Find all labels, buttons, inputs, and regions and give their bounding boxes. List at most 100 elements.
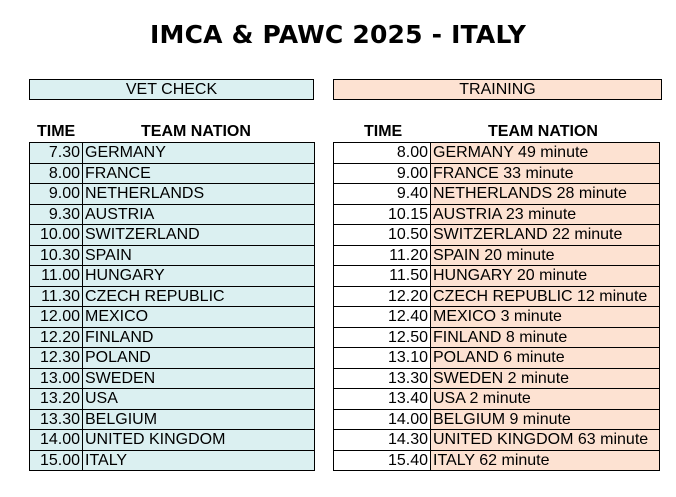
table-row: 10.50 SWITZERLAND 22 minute (333, 224, 660, 246)
team-nation-cell: FINLAND 8 minute (430, 326, 660, 348)
time-cell: 13.30 (333, 367, 431, 389)
table-row: 8.00 FRANCE (29, 162, 315, 184)
training-team-column-header: TEAM NATION (488, 123, 598, 140)
table-row: 14.00 BELGIUM 9 minute (333, 408, 660, 430)
team-nation-cell: MEXICO (82, 306, 315, 328)
time-cell: 8.00 (333, 142, 431, 164)
table-row: 8.00 GERMANY 49 minute (333, 142, 660, 164)
table-row: 9.40 NETHERLANDS 28 minute (333, 183, 660, 205)
time-cell: 14.00 (29, 429, 83, 451)
table-row: 14.30 UNITED KINGDOM 63 minute (333, 429, 660, 451)
training-header: TRAINING (333, 79, 662, 100)
time-cell: 12.50 (333, 326, 431, 348)
table-row: 9.30 AUSTRIA (29, 203, 315, 225)
table-row: 15.40 ITALY 62 minute (333, 449, 660, 471)
time-cell: 7.30 (29, 142, 83, 164)
team-nation-cell: HUNGARY 20 minute (430, 265, 660, 287)
page-title: IMCA & PAWC 2025 - ITALY (149, 20, 527, 49)
time-cell: 11.50 (333, 265, 431, 287)
time-cell: 9.00 (29, 183, 83, 205)
time-cell: 14.00 (333, 408, 431, 430)
table-row: 9.00 FRANCE 33 minute (333, 162, 660, 184)
time-cell: 9.40 (333, 183, 431, 205)
time-cell: 11.30 (29, 285, 83, 307)
team-nation-cell: SWEDEN 2 minute (430, 367, 660, 389)
time-cell: 15.00 (29, 449, 83, 471)
time-cell: 10.00 (29, 224, 83, 246)
team-nation-cell: CZECH REPUBLIC 12 minute (430, 285, 660, 307)
table-row: 10.15 AUSTRIA 23 minute (333, 203, 660, 225)
time-cell: 12.30 (29, 347, 83, 369)
team-nation-cell: FRANCE 33 minute (430, 162, 660, 184)
vet-team-column-header: TEAM NATION (141, 123, 251, 140)
time-cell: 12.40 (333, 306, 431, 328)
team-nation-cell: MEXICO 3 minute (430, 306, 660, 328)
team-nation-cell: CZECH REPUBLIC (82, 285, 315, 307)
training-table: 8.00 GERMANY 49 minute 9.00 FRANCE 33 minut… (333, 142, 660, 471)
table-row: 12.40 MEXICO 3 minute (333, 306, 660, 328)
table-row: 11.50 HUNGARY 20 minute (333, 265, 660, 287)
team-nation-cell: ITALY (82, 449, 315, 471)
time-cell: 8.00 (29, 162, 83, 184)
table-row: 13.00 SWEDEN (29, 367, 315, 389)
team-nation-cell: SPAIN (82, 244, 315, 266)
time-cell: 11.00 (29, 265, 83, 287)
table-row: 13.40 USA 2 minute (333, 388, 660, 410)
time-cell: 12.20 (333, 285, 431, 307)
table-row: 15.00 ITALY (29, 449, 315, 471)
table-row: 11.20 SPAIN 20 minute (333, 244, 660, 266)
table-row: 9.00 NETHERLANDS (29, 183, 315, 205)
team-nation-cell: UNITED KINGDOM 63 minute (430, 429, 660, 451)
table-row: 13.30 SWEDEN 2 minute (333, 367, 660, 389)
team-nation-cell: SWEDEN (82, 367, 315, 389)
team-nation-cell: AUSTRIA (82, 203, 315, 225)
team-nation-cell: SWITZERLAND 22 minute (430, 224, 660, 246)
table-row: 7.30 GERMANY (29, 142, 315, 164)
time-cell: 9.00 (333, 162, 431, 184)
table-row: 12.20 FINLAND (29, 326, 315, 348)
table-row: 14.00 UNITED KINGDOM (29, 429, 315, 451)
team-nation-cell: FINLAND (82, 326, 315, 348)
team-nation-cell: AUSTRIA 23 minute (430, 203, 660, 225)
team-nation-cell: USA (82, 388, 315, 410)
table-row: 11.30 CZECH REPUBLIC (29, 285, 315, 307)
time-cell: 13.40 (333, 388, 431, 410)
time-cell: 10.30 (29, 244, 83, 266)
team-nation-cell: SPAIN 20 minute (430, 244, 660, 266)
team-nation-cell: FRANCE (82, 162, 315, 184)
vet-time-column-header: TIME (37, 123, 76, 140)
time-cell: 13.20 (29, 388, 83, 410)
table-row: 12.30 POLAND (29, 347, 315, 369)
table-row: 12.20 CZECH REPUBLIC 12 minute (333, 285, 660, 307)
team-nation-cell: USA 2 minute (430, 388, 660, 410)
table-row: 10.30 SPAIN (29, 244, 315, 266)
table-row: 12.50 FINLAND 8 minute (333, 326, 660, 348)
table-row: 12.00 MEXICO (29, 306, 315, 328)
team-nation-cell: POLAND (82, 347, 315, 369)
team-nation-cell: POLAND 6 minute (430, 347, 660, 369)
training-time-column-header: TIME (364, 123, 403, 140)
team-nation-cell: SWITZERLAND (82, 224, 315, 246)
time-cell: 10.15 (333, 203, 431, 225)
time-cell: 13.00 (29, 367, 83, 389)
team-nation-cell: NETHERLANDS 28 minute (430, 183, 660, 205)
team-nation-cell: GERMANY 49 minute (430, 142, 660, 164)
time-cell: 9.30 (29, 203, 83, 225)
team-nation-cell: BELGIUM 9 minute (430, 408, 660, 430)
time-cell: 13.10 (333, 347, 431, 369)
vet-check-header: VET CHECK (29, 79, 314, 100)
table-row: 10.00 SWITZERLAND (29, 224, 315, 246)
time-cell: 15.40 (333, 449, 431, 471)
team-nation-cell: HUNGARY (82, 265, 315, 287)
time-cell: 10.50 (333, 224, 431, 246)
time-cell: 14.30 (333, 429, 431, 451)
team-nation-cell: BELGIUM (82, 408, 315, 430)
time-cell: 12.20 (29, 326, 83, 348)
table-row: 13.10 POLAND 6 minute (333, 347, 660, 369)
table-row: 13.30 BELGIUM (29, 408, 315, 430)
time-cell: 12.00 (29, 306, 83, 328)
team-nation-cell: NETHERLANDS (82, 183, 315, 205)
team-nation-cell: ITALY 62 minute (430, 449, 660, 471)
time-cell: 13.30 (29, 408, 83, 430)
time-cell: 11.20 (333, 244, 431, 266)
